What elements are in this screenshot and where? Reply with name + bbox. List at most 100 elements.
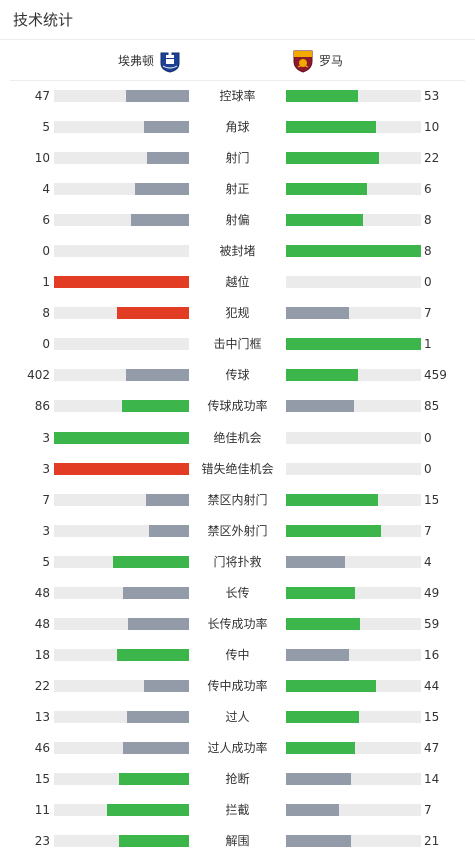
stat-row: 0 被封堵 8 <box>0 236 475 267</box>
home-stat-bar-fill <box>117 648 189 661</box>
away-stat-value: 85 <box>424 399 440 414</box>
away-stat-value: 0 <box>424 461 432 476</box>
away-stat-value: 7 <box>424 803 432 818</box>
home-stat-bar-fill <box>54 462 189 475</box>
home-stat-value: 46 <box>34 740 50 755</box>
away-stat-value: 0 <box>424 275 432 290</box>
away-stat-value: 1 <box>424 337 432 352</box>
stat-row: 0 击中门框 1 <box>0 329 475 360</box>
home-stat-bar <box>54 493 189 506</box>
away-stat-value: 49 <box>424 585 440 600</box>
everton-crest-icon <box>159 49 181 73</box>
stat-row: 86 传球成功率 85 <box>0 391 475 422</box>
home-stat-bar <box>54 524 189 537</box>
away-stat-bar <box>286 555 421 568</box>
away-stat-bar-fill <box>286 369 358 382</box>
stat-row: 48 长传 49 <box>0 578 475 609</box>
home-stat-value: 48 <box>34 585 50 600</box>
home-stat-bar <box>54 214 189 227</box>
home-stat-bar-fill <box>144 121 189 134</box>
home-stat-bar <box>54 121 189 134</box>
stat-row: 5 门将扑救 4 <box>0 547 475 578</box>
stat-label: 长传 <box>225 585 250 600</box>
home-stat-bar-fill <box>125 369 189 382</box>
stat-label: 过人成功率 <box>207 740 268 755</box>
away-stat-value: 15 <box>424 492 440 507</box>
away-stat-bar <box>286 214 421 227</box>
away-stat-bar-fill <box>286 245 421 258</box>
away-stat-bar <box>286 276 421 289</box>
away-stat-bar <box>286 307 421 320</box>
away-stat-value: 6 <box>424 182 432 197</box>
home-stat-bar-fill <box>106 804 189 817</box>
home-stat-value: 6 <box>42 213 50 228</box>
away-stat-bar-fill <box>286 741 355 754</box>
stat-row: 4 射正 6 <box>0 174 475 205</box>
away-stat-bar <box>286 617 421 630</box>
home-stat-bar <box>54 586 189 599</box>
stat-row: 3 错失绝佳机会 0 <box>0 454 475 485</box>
home-stat-value: 0 <box>42 244 50 259</box>
stat-row: 8 犯规 7 <box>0 298 475 329</box>
home-stat-bar <box>54 276 189 289</box>
away-stat-value: 53 <box>424 89 440 103</box>
home-stat-value: 4 <box>42 182 50 197</box>
away-stat-value: 8 <box>424 244 432 259</box>
home-stat-value: 5 <box>42 554 50 569</box>
stat-row: 6 射偏 8 <box>0 205 475 236</box>
home-stat-bar-fill <box>144 679 189 692</box>
home-stat-bar <box>54 369 189 382</box>
home-stat-bar <box>54 245 189 258</box>
stat-row: 5 角球 10 <box>0 112 475 143</box>
stat-label: 门将扑救 <box>213 554 262 569</box>
stat-label: 拦截 <box>225 803 250 818</box>
stat-row: 23 解围 21 <box>0 826 475 857</box>
home-stat-value: 47 <box>34 89 50 103</box>
home-stat-bar-fill <box>54 431 189 444</box>
away-stat-bar <box>286 679 421 692</box>
away-stat-bar <box>286 90 421 102</box>
away-stat-bar-fill <box>286 183 367 196</box>
away-stat-bar <box>286 835 421 848</box>
away-stat-bar-fill <box>286 524 381 537</box>
home-stat-bar <box>54 555 189 568</box>
away-team[interactable]: 罗马 <box>292 40 343 81</box>
away-stat-bar-fill <box>286 710 359 723</box>
home-stat-bar <box>54 462 189 475</box>
home-stat-bar <box>54 431 189 444</box>
away-stat-value: 8 <box>424 213 432 228</box>
home-stat-value: 3 <box>42 523 50 538</box>
page-header: 技术统计 <box>0 0 475 40</box>
away-stat-bar-fill <box>286 586 355 599</box>
away-stat-bar-fill <box>286 90 358 102</box>
home-stat-bar-fill <box>147 152 189 165</box>
away-stat-bar <box>286 710 421 723</box>
away-stat-bar-fill <box>286 773 351 786</box>
home-stat-value: 8 <box>42 306 50 321</box>
home-stat-bar <box>54 773 189 786</box>
away-stat-bar <box>286 152 421 165</box>
home-stat-value: 23 <box>34 834 50 849</box>
away-stat-bar <box>286 586 421 599</box>
away-stat-bar-fill <box>286 493 378 506</box>
stat-row: 10 射门 22 <box>0 143 475 174</box>
home-stat-bar <box>54 90 189 102</box>
home-stat-value: 86 <box>34 399 50 414</box>
away-stat-bar-fill <box>286 617 361 630</box>
away-stat-bar <box>286 431 421 444</box>
stat-label: 禁区外射门 <box>207 523 268 538</box>
home-stat-bar <box>54 307 189 320</box>
away-stat-bar <box>286 741 421 754</box>
away-stat-bar <box>286 493 421 506</box>
home-stat-bar-fill <box>125 90 189 102</box>
away-stat-bar-fill <box>286 121 377 134</box>
home-stat-bar <box>54 183 189 196</box>
home-team[interactable]: 埃弗顿 <box>118 40 181 81</box>
home-stat-value: 0 <box>42 337 50 352</box>
stat-label: 越位 <box>225 275 250 290</box>
away-stat-bar <box>286 338 421 351</box>
home-stat-bar-fill <box>117 307 189 320</box>
away-stat-bar <box>286 648 421 661</box>
away-stat-bar-fill <box>286 400 354 413</box>
home-stat-bar <box>54 835 189 848</box>
